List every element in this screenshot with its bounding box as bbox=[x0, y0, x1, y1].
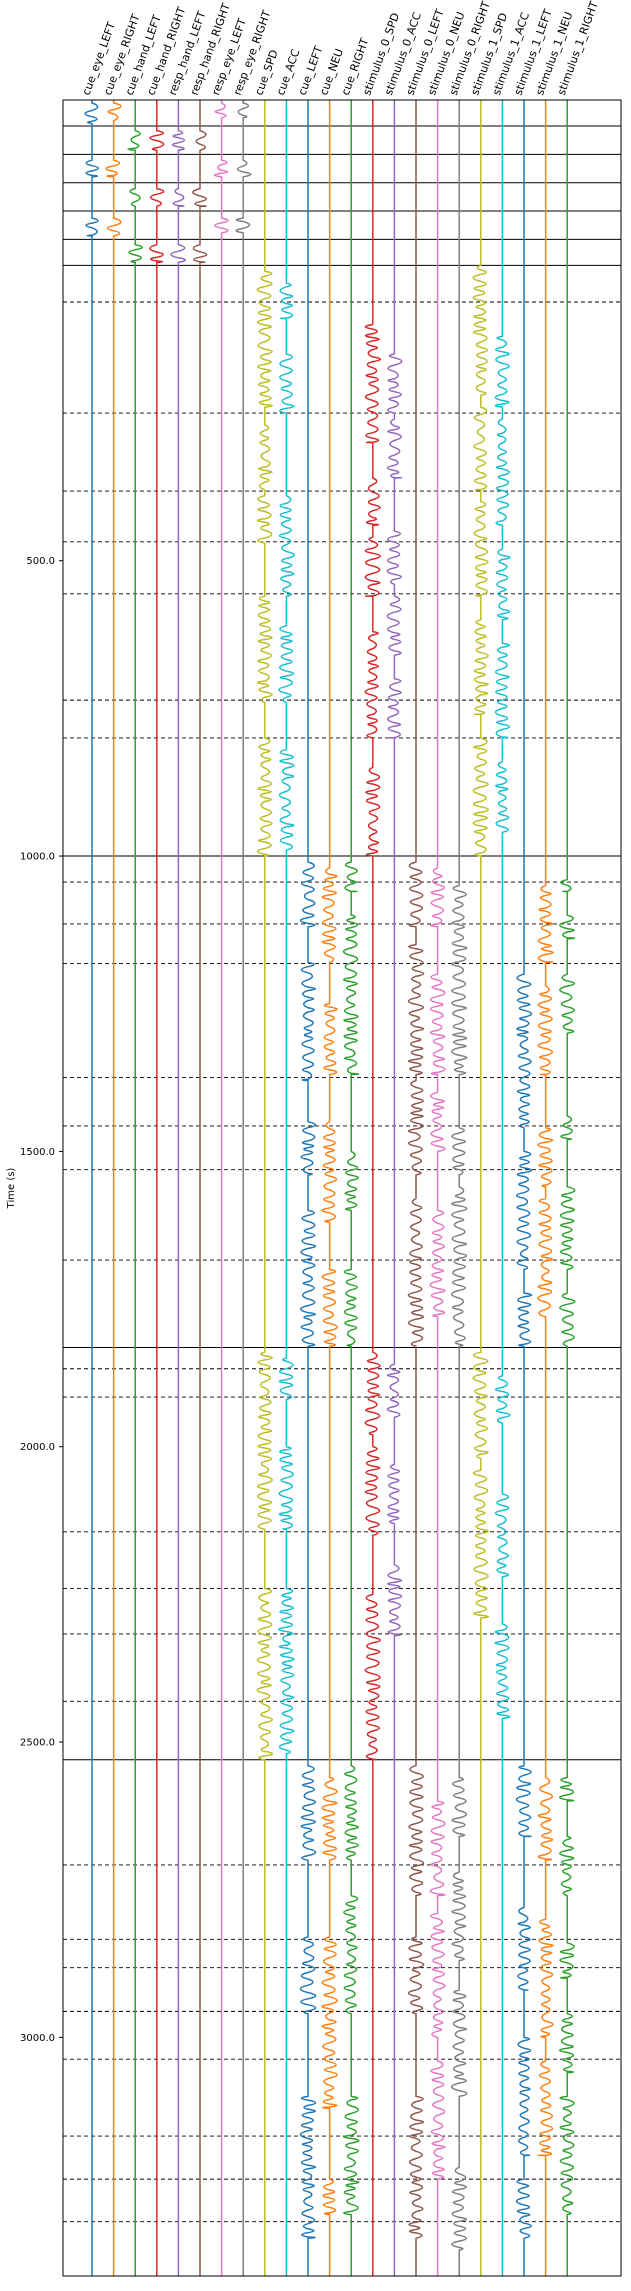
trace-cue-hand-right bbox=[149, 100, 165, 2276]
plot-area bbox=[63, 100, 621, 2276]
trace-cue-hand-left bbox=[127, 100, 144, 2276]
trace-cue-left bbox=[299, 100, 317, 2276]
y-axis: 500.0 1000.0 1500.0 2000.0 2500.0 3000.0 bbox=[20, 556, 63, 2044]
y-tick-label: 3000.0 bbox=[20, 2033, 55, 2044]
trace-resp-hand-right bbox=[192, 100, 208, 2276]
trace-stimulus-0-spd bbox=[364, 100, 382, 2276]
trace-stimulus-1-neu bbox=[537, 100, 554, 2276]
trace-cue-eye-left bbox=[84, 100, 100, 2276]
channel-labels: cue_eye_LEFTcue_eye_RIGHTcue_hand_LEFTcu… bbox=[80, 0, 601, 97]
y-tick-label: 2500.0 bbox=[20, 1738, 55, 1749]
trace-cue-acc bbox=[278, 100, 295, 2276]
trace-stimulus-0-acc bbox=[386, 100, 403, 2276]
trace-stimulus-0-right bbox=[450, 100, 468, 2276]
trace-stimulus-1-right bbox=[558, 100, 576, 2276]
channel-traces bbox=[84, 100, 576, 2276]
y-axis-label: Time (s) bbox=[6, 1168, 17, 1210]
trace-stimulus-0-neu bbox=[429, 100, 446, 2276]
plot-background bbox=[63, 100, 621, 2276]
plot-frame bbox=[62, 99, 622, 2277]
y-tick-label: 1500.0 bbox=[20, 1147, 55, 1158]
trace-stimulus-0-left bbox=[407, 100, 425, 2276]
y-tick-label: 2000.0 bbox=[20, 1442, 55, 1453]
trace-cue-right bbox=[342, 100, 360, 2276]
boundary-lines bbox=[63, 99, 621, 2223]
y-tick-label: 1000.0 bbox=[20, 852, 55, 863]
trace-resp-eye-left bbox=[213, 100, 229, 2276]
trace-cue-spd bbox=[256, 100, 274, 2276]
trace-resp-eye-right bbox=[235, 100, 252, 2276]
plot-frame-border bbox=[62, 99, 622, 2277]
trace-cue-neu bbox=[321, 100, 338, 2276]
y-tick-label: 500.0 bbox=[26, 556, 55, 567]
trace-cue-eye-right bbox=[105, 100, 122, 2276]
trace-stimulus-1-acc bbox=[494, 100, 511, 2276]
trace-stimulus-1-spd bbox=[472, 100, 490, 2276]
trace-stimulus-1-left bbox=[515, 100, 533, 2276]
trace-resp-hand-left bbox=[170, 100, 187, 2276]
